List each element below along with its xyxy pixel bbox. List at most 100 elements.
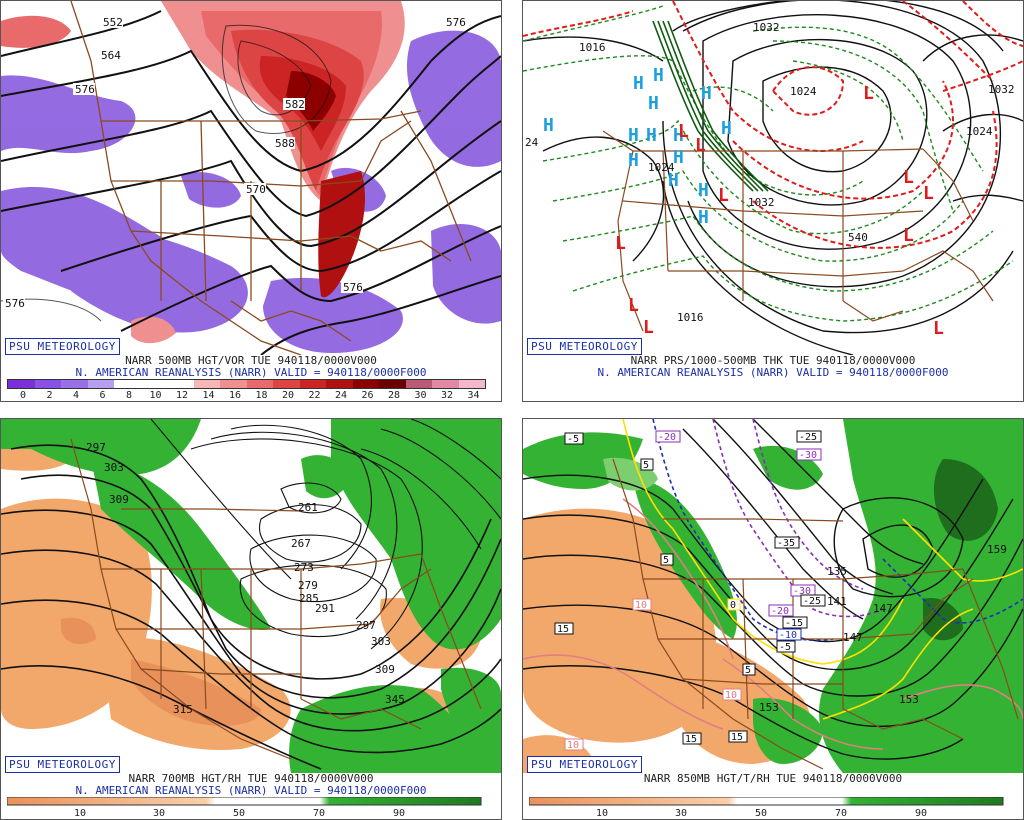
contour-label: 279 xyxy=(298,579,318,592)
vorticity-scale-labels: 0 2 4 6 8 10 12 14 16 18 20 22 24 26 28 30 32 34 xyxy=(7,390,487,401)
contour-label: 552 xyxy=(103,16,123,29)
low-pressure-symbol: L xyxy=(903,225,914,246)
color-swatch xyxy=(326,380,353,388)
contour-label: 147 xyxy=(843,631,863,644)
map-valid-caption: N. AMERICAN REANALYSIS (NARR) VALID = 94… xyxy=(75,784,427,797)
rh-color-scale xyxy=(529,797,1004,806)
temperature-label: 10 xyxy=(725,690,737,701)
scale-tick-label: 34 xyxy=(467,390,480,401)
temperature-label: -10 xyxy=(779,630,797,641)
scale-tick-label: 2 xyxy=(46,390,53,401)
scale-tick-label: 6 xyxy=(99,390,106,401)
temperature-label: -5 xyxy=(779,642,791,653)
contour-label: 159 xyxy=(987,543,1007,556)
temperature-label: -30 xyxy=(793,586,811,597)
high-pressure-symbol: H xyxy=(668,170,679,191)
high-pressure-symbol: H xyxy=(673,125,684,146)
contour-label: 303 xyxy=(104,461,124,474)
contour-label: 141 xyxy=(827,595,847,608)
color-swatch xyxy=(87,380,114,388)
temperature-label: -35 xyxy=(777,538,795,549)
temperature-label: -20 xyxy=(771,606,789,617)
high-pressure-symbol: H xyxy=(698,180,709,201)
color-swatch xyxy=(405,380,432,388)
contour-label: 153 xyxy=(759,701,779,714)
color-swatch xyxy=(220,380,247,388)
scale-tick-label: 0 xyxy=(19,390,27,401)
high-pressure-symbol: H xyxy=(721,118,732,139)
contour-label: 303 xyxy=(371,635,391,648)
color-swatch xyxy=(8,380,35,388)
scale-tick-label: 8 xyxy=(125,390,133,401)
scale-tick-label: 90 xyxy=(914,808,928,819)
panel-pressure-thickness: H H H H H H H H H H H H H H L xyxy=(522,0,1024,402)
temperature-label: 5 xyxy=(663,555,669,566)
scale-tick-label: 30 xyxy=(152,808,166,819)
color-swatch xyxy=(458,380,485,388)
low-pressure-symbol: L xyxy=(933,318,944,339)
scale-tick-label: 30 xyxy=(414,390,427,401)
contour-label: 297 xyxy=(86,441,106,454)
low-pressure-symbol: L xyxy=(628,295,639,316)
high-pressure-symbol: H xyxy=(646,125,657,146)
map-caption: NARR 700MB HGT/RH TUE 940118/0000V000 xyxy=(128,772,374,785)
map-valid-caption: N. AMERICAN REANALYSIS (NARR) VALID = 94… xyxy=(597,366,949,379)
high-pressure-symbol: H xyxy=(633,73,644,94)
isobar-label: 1016 xyxy=(677,311,704,324)
contour-label: 582 xyxy=(285,98,305,111)
contour-label: 576 xyxy=(75,83,95,96)
scale-tick-label: 24 xyxy=(334,390,348,401)
psu-meteorology-badge: PSU METEOROLOGY xyxy=(5,756,120,773)
map-caption: NARR 500MB HGT/VOR TUE 940118/0000V000 xyxy=(125,354,377,367)
temperature-label: 5 xyxy=(745,665,751,676)
contour-label: 261 xyxy=(298,501,318,514)
color-swatch xyxy=(352,380,379,388)
scale-tick-label: 28 xyxy=(387,390,401,401)
contour-label: 267 xyxy=(291,537,311,550)
color-swatch xyxy=(140,380,167,388)
temperature-label: -25 xyxy=(803,596,821,607)
map-700mb-rh: 297 303 309 261 267 273 279 285 291 297 … xyxy=(1,419,501,773)
color-swatch xyxy=(432,380,459,388)
contour-label: 291 xyxy=(315,602,335,615)
color-swatch xyxy=(34,380,61,388)
scale-tick-label: 90 xyxy=(392,808,406,819)
color-swatch xyxy=(193,380,220,388)
map-500mb-vorticity: 552 564 576 576 582 588 570 576 576 xyxy=(1,1,501,355)
scale-tick-label: 4 xyxy=(72,390,80,401)
map-valid-caption: N. AMERICAN REANALYSIS (NARR) VALID = 94… xyxy=(75,366,427,379)
color-swatch xyxy=(246,380,273,388)
contour-label: 345 xyxy=(385,693,405,706)
contour-label: 297 xyxy=(356,619,376,632)
map-pressure-thickness: H H H H H H H H H H H H H H L xyxy=(523,1,1023,355)
scale-tick-label: 32 xyxy=(440,390,454,401)
scale-tick-label: 14 xyxy=(202,390,215,401)
high-pressure-symbol: H xyxy=(701,83,712,104)
temperature-label: -15 xyxy=(785,618,803,629)
contour-label: 576 xyxy=(343,281,363,294)
low-pressure-symbol: L xyxy=(615,233,626,254)
scale-tick-label: 20 xyxy=(281,390,295,401)
rh-scale-labels: 10 30 50 70 90 xyxy=(529,808,1009,819)
low-pressure-symbol: L xyxy=(863,83,874,104)
high-pressure-symbol: H xyxy=(543,115,554,136)
temperature-label: 5 xyxy=(643,460,649,471)
temperature-label: 10 xyxy=(567,740,579,751)
rh-color-scale xyxy=(7,797,482,806)
psu-meteorology-badge: PSU METEOROLOGY xyxy=(527,756,642,773)
panel-700mb-hgt-rh: 297 303 309 261 267 273 279 285 291 297 … xyxy=(0,418,502,820)
temperature-label: -25 xyxy=(799,432,817,443)
scale-tick-label: 18 xyxy=(255,390,268,401)
scale-tick-label: 10 xyxy=(149,390,162,401)
low-pressure-symbol: L xyxy=(678,121,689,142)
contour-label: 147 xyxy=(873,602,893,615)
contour-label: 576 xyxy=(5,297,25,310)
contour-label: 576 xyxy=(446,16,466,29)
temperature-label: -30 xyxy=(799,450,817,461)
contour-label: 135 xyxy=(827,565,847,578)
map-850mb-rh: -5 -20 -25 -30 -35 -30 -20 -25 -15 -10 -… xyxy=(523,419,1023,773)
color-swatch xyxy=(114,380,141,388)
low-pressure-symbol: L xyxy=(718,185,729,206)
isobar-label: 1032 xyxy=(748,196,775,209)
isobar-label: 1016 xyxy=(579,41,606,54)
